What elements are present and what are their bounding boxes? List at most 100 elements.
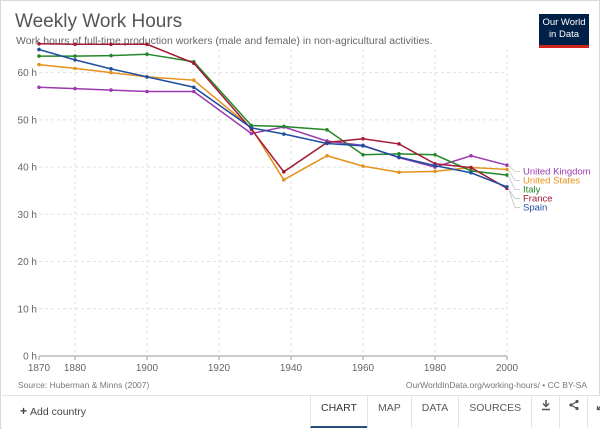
data-point-spain[interactable] (361, 144, 365, 148)
legend-label-italy[interactable]: Italy (523, 185, 541, 196)
legend-label-united-states[interactable]: United States (523, 176, 580, 187)
x-tick-label: 1940 (280, 363, 303, 374)
data-point-united-states[interactable] (361, 164, 365, 168)
license-note[interactable]: OurWorldInData.org/working-hours/ • CC B… (405, 380, 587, 390)
share-icon[interactable] (559, 396, 587, 428)
data-point-france[interactable] (397, 142, 401, 146)
series-line-united-states[interactable] (38, 63, 508, 181)
data-point-united-kingdom[interactable] (192, 89, 196, 94)
y-tick-label: 0 h (23, 352, 37, 363)
series-lines (37, 42, 509, 191)
grid (39, 49, 508, 357)
tab-bar: CHART MAP DATA SOURCES (310, 396, 600, 429)
x-tick-label: 1900 (136, 363, 159, 374)
data-point-france[interactable] (469, 165, 473, 170)
data-point-italy[interactable] (282, 124, 286, 129)
x-tick-label: 1960 (352, 363, 375, 374)
legend-connector-united-kingdom (507, 164, 516, 172)
legend-label-france[interactable]: France (523, 194, 553, 205)
owid-logo[interactable]: Our World in Data (539, 14, 589, 48)
data-point-france[interactable] (282, 170, 286, 174)
data-point-united-states[interactable] (109, 70, 113, 75)
x-tick-label: 2000 (496, 363, 519, 374)
data-point-italy[interactable] (109, 53, 113, 58)
data-point-spain[interactable] (469, 170, 473, 175)
legend-label-spain[interactable]: Spain (523, 203, 547, 214)
data-point-italy[interactable] (361, 152, 365, 157)
chart-title: Weekly Work Hours (15, 11, 183, 32)
y-axis: 0 h 10 h 20 h 30 h 40 h 50 h 60 h (18, 68, 37, 362)
data-point-united-kingdom[interactable] (109, 88, 113, 92)
data-point-italy[interactable] (505, 173, 509, 177)
data-point-united-states[interactable] (73, 66, 77, 71)
data-point-france[interactable] (361, 136, 365, 141)
x-tick-label: 1920 (208, 363, 231, 374)
series-line-spain[interactable] (38, 48, 508, 188)
legend-label-united-kingdom[interactable]: United Kingdom (523, 167, 591, 178)
data-point-france[interactable] (192, 61, 196, 65)
data-point-united-states[interactable] (397, 170, 401, 175)
data-point-spain[interactable] (505, 185, 509, 189)
data-point-spain[interactable] (249, 126, 254, 130)
tab-data[interactable]: DATA (410, 396, 458, 428)
data-point-united-kingdom[interactable] (249, 131, 254, 136)
data-point-italy[interactable] (325, 127, 329, 132)
source-note[interactable]: Source: Huberman & Minns (2007) (18, 380, 150, 390)
data-point-united-states[interactable] (505, 167, 509, 172)
add-country-label: Add country (30, 406, 87, 418)
data-point-spain[interactable] (325, 141, 329, 146)
data-point-united-states[interactable] (282, 178, 286, 182)
data-point-spain[interactable] (192, 85, 196, 90)
data-point-united-kingdom[interactable] (73, 86, 77, 91)
data-point-united-kingdom[interactable] (37, 85, 41, 90)
legend-connector-united-states (507, 169, 516, 181)
data-point-united-kingdom[interactable] (145, 89, 149, 94)
logo-line-1: Our World (542, 17, 586, 28)
data-point-spain[interactable] (433, 163, 437, 168)
y-tick-label: 30 h (18, 210, 37, 221)
x-tick-label: 1980 (424, 363, 447, 374)
data-point-france[interactable] (145, 42, 149, 47)
tab-sources[interactable]: SOURCES (458, 396, 531, 428)
logo-line-2: in Data (548, 29, 580, 40)
data-point-spain[interactable] (73, 58, 77, 62)
data-point-spain[interactable] (397, 155, 401, 159)
data-point-spain[interactable] (282, 132, 286, 136)
line-chart: 0 h 10 h 20 h 30 h 40 h 50 h 60 h 1870 1880 1900… (18, 42, 591, 374)
data-point-spain[interactable] (109, 67, 113, 71)
data-point-france[interactable] (73, 42, 77, 47)
data-point-france[interactable] (37, 42, 41, 46)
chart-footer: + Add country CHART MAP DATA SOURCES (2, 395, 600, 429)
tab-map[interactable]: MAP (366, 396, 411, 428)
tab-chart[interactable]: CHART (310, 396, 367, 428)
x-tick-label: 1870 (28, 363, 51, 374)
y-tick-label: 60 h (18, 68, 37, 79)
data-point-united-kingdom[interactable] (505, 163, 509, 167)
data-point-italy[interactable] (73, 54, 77, 58)
y-tick-label: 40 h (18, 163, 37, 174)
data-point-united-kingdom[interactable] (469, 153, 473, 158)
x-axis: 1870 1880 1900 1920 1940 1960 1980 2000 (28, 356, 519, 374)
data-point-spain[interactable] (145, 75, 149, 79)
data-point-united-states[interactable] (325, 153, 329, 158)
data-point-italy[interactable] (397, 152, 401, 156)
data-point-italy[interactable] (433, 152, 437, 157)
legend-connector-italy (507, 174, 516, 190)
data-point-united-states[interactable] (433, 169, 437, 174)
add-country-button[interactable]: + Add country (20, 404, 86, 418)
expand-icon[interactable] (587, 396, 600, 428)
data-point-united-states[interactable] (192, 78, 196, 82)
plus-icon: + (20, 404, 28, 418)
legend-connector-spain (507, 186, 516, 208)
data-point-united-states[interactable] (37, 62, 41, 67)
data-point-italy[interactable] (145, 52, 149, 56)
y-tick-label: 50 h (18, 115, 37, 126)
x-tick-label: 1880 (64, 363, 87, 374)
download-icon[interactable] (531, 396, 559, 428)
data-point-france[interactable] (109, 42, 113, 47)
data-point-spain[interactable] (37, 47, 41, 52)
y-tick-label: 20 h (18, 257, 37, 268)
data-point-italy[interactable] (37, 54, 41, 58)
